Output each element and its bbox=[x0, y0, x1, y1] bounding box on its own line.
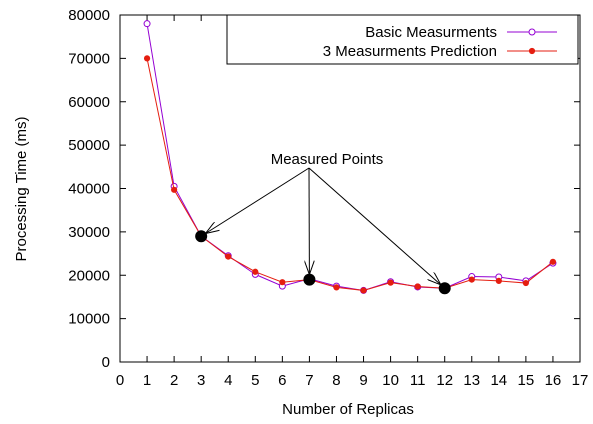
axis-ticks bbox=[119, 14, 581, 363]
x-tick-label: 7 bbox=[305, 372, 313, 389]
legend-label-basic: Basic Measurments bbox=[365, 24, 497, 41]
y-axis-title: Processing Time (ms) bbox=[13, 116, 30, 261]
data-point-series-2 bbox=[225, 253, 232, 260]
x-tick-label: 12 bbox=[436, 372, 453, 389]
legend-swatches bbox=[507, 28, 557, 55]
legend-swatch-marker bbox=[528, 28, 536, 36]
y-tick-label: 70000 bbox=[68, 50, 110, 67]
data-point-series-2 bbox=[171, 186, 178, 193]
x-tick-label: 13 bbox=[463, 372, 480, 389]
x-axis-title: Number of Replicas bbox=[282, 401, 414, 418]
x-tick-label: 16 bbox=[545, 372, 562, 389]
data-point-series-2 bbox=[279, 279, 286, 286]
measured-point-dot bbox=[438, 282, 451, 295]
x-tick-label: 6 bbox=[278, 372, 286, 389]
x-tick-label: 5 bbox=[251, 372, 259, 389]
x-tick-label: 3 bbox=[197, 372, 205, 389]
x-tick-label: 14 bbox=[490, 372, 507, 389]
y-tick-label: 50000 bbox=[68, 137, 110, 154]
x-tick-label: 0 bbox=[116, 372, 124, 389]
legend-swatch-marker bbox=[528, 47, 536, 55]
x-tick-label: 2 bbox=[170, 372, 178, 389]
data-point-series-2 bbox=[495, 277, 502, 284]
x-tick-label: 8 bbox=[332, 372, 340, 389]
y-tick-label: 80000 bbox=[68, 7, 110, 24]
data-point-series-2 bbox=[387, 279, 394, 286]
annotation-arrow bbox=[206, 167, 310, 233]
measured-points-label: Measured Points bbox=[271, 151, 384, 168]
tick-labels: 0 1 2 3 4 5 6 7 8 9 10 11 12 13 14 15 16 1701000020000300… bbox=[68, 7, 588, 389]
data-point-series-2 bbox=[414, 283, 421, 290]
measured-point-dot bbox=[195, 230, 208, 243]
data-point-series-1 bbox=[143, 20, 151, 28]
measured-point-dot bbox=[303, 273, 316, 286]
data-point-series-2 bbox=[333, 284, 340, 291]
legend-box bbox=[226, 14, 579, 65]
plot-area-border bbox=[119, 14, 581, 363]
x-tick-label: 17 bbox=[572, 372, 589, 389]
x-tick-label: 1 bbox=[143, 372, 151, 389]
data-point-series-2 bbox=[549, 258, 557, 265]
x-tick-label: 10 bbox=[382, 372, 399, 389]
y-tick-label: 10000 bbox=[68, 311, 110, 328]
series-line-2 bbox=[146, 58, 554, 291]
legend-label-prediction: 3 Measurments Prediction bbox=[323, 43, 497, 60]
y-tick-label: 0 bbox=[102, 354, 110, 371]
annotation-arrow bbox=[308, 167, 440, 284]
y-tick-label: 20000 bbox=[68, 267, 110, 284]
x-tick-label: 9 bbox=[359, 372, 367, 389]
data-point-series-2 bbox=[468, 276, 475, 283]
data-point-series-2 bbox=[252, 268, 259, 275]
data-point-series-2 bbox=[522, 279, 529, 287]
data-point-series-2 bbox=[360, 287, 367, 294]
y-tick-label: 30000 bbox=[68, 224, 110, 241]
annotation bbox=[195, 167, 451, 295]
y-tick-label: 60000 bbox=[68, 94, 110, 111]
x-tick-label: 4 bbox=[224, 372, 232, 389]
legend: Basic Measurments 3 Measurments Predicti… bbox=[226, 14, 579, 65]
x-tick-label: 15 bbox=[518, 372, 535, 389]
data-point-series-2 bbox=[143, 55, 151, 62]
x-tick-label: 11 bbox=[410, 372, 426, 389]
plot-frame bbox=[119, 14, 581, 363]
y-tick-label: 40000 bbox=[68, 181, 110, 198]
